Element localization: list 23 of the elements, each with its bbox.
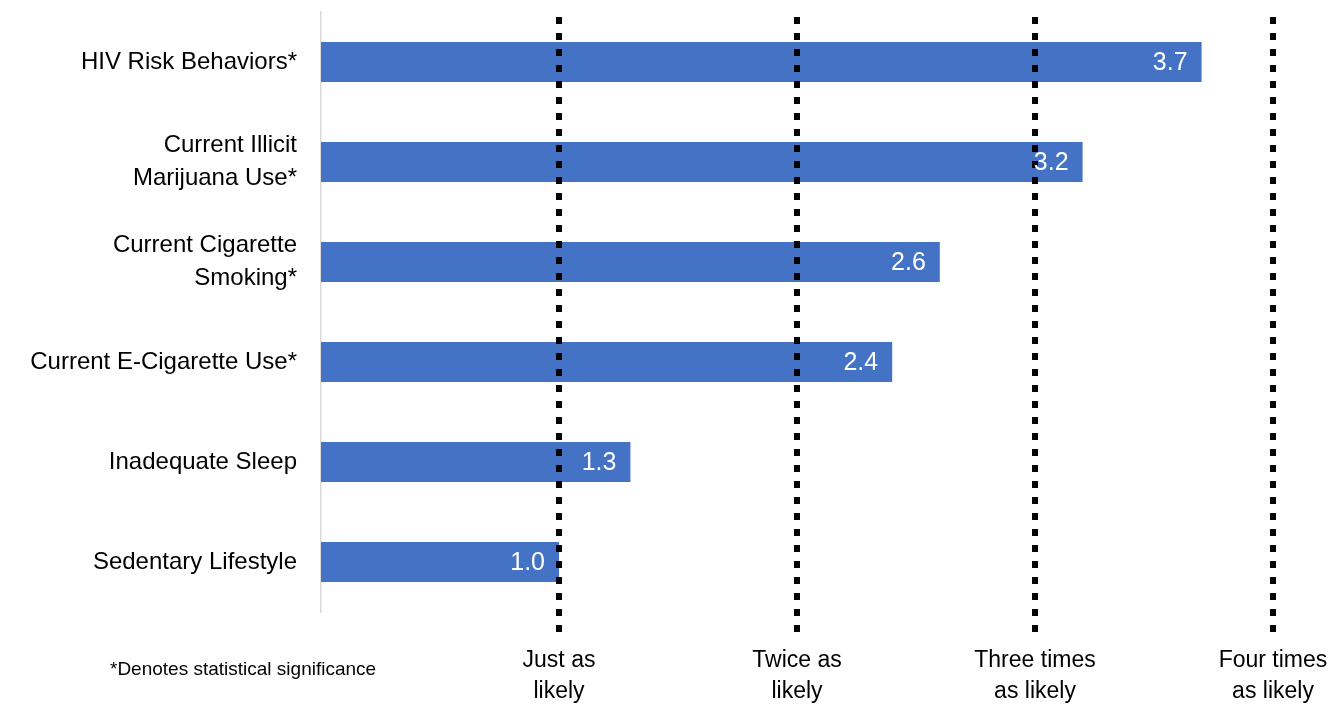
y-tick-label: Sedentary Lifestyle (92, 546, 297, 574)
bar (321, 242, 940, 282)
y-tick-label: Current E-Cigarette Use* (30, 346, 297, 374)
bar (321, 542, 559, 582)
text: *Denotes statistical significance (110, 658, 377, 680)
bar (321, 142, 1083, 182)
ref-line-label: Four times as likely (1218, 646, 1328, 704)
data-label: 2.6 (891, 246, 926, 275)
y-tick-label: Current Illicit Marijuana Use* (132, 130, 298, 190)
ref-line-label: Just as likely (522, 646, 596, 704)
bar (321, 42, 1202, 82)
y-tick-label: HIV Risk Behaviors* (80, 46, 297, 74)
data-label: 2.4 (843, 346, 879, 375)
bar (321, 442, 631, 482)
data-label: 3.2 (1033, 146, 1069, 175)
data-label: 1.3 (581, 446, 617, 475)
y-tick-label: Current Cigarette Smoking* (112, 230, 297, 290)
ref-line-label: Twice as likely (752, 646, 842, 704)
y-tick-label: Inadequate Sleep (108, 446, 297, 474)
data-label: 1.0 (510, 546, 545, 575)
bar (321, 342, 893, 382)
data-label: 3.7 (1152, 46, 1188, 75)
ref-line-label: Three times as likely (974, 646, 1096, 704)
